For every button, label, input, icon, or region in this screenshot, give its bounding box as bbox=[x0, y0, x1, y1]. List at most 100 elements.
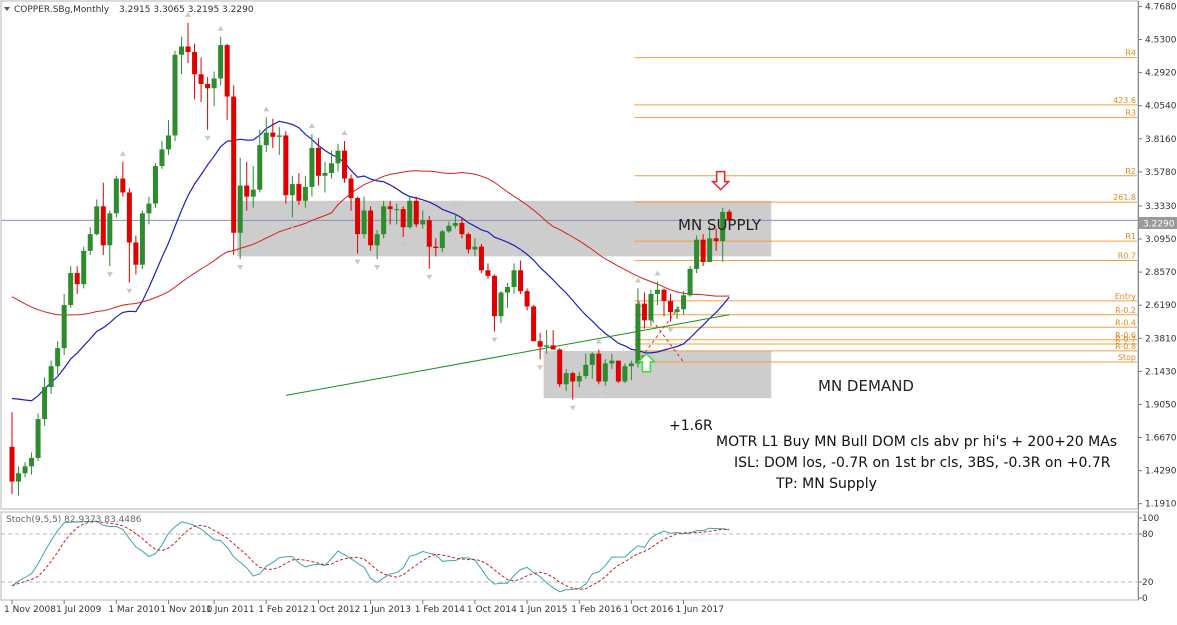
candle-body bbox=[570, 373, 576, 382]
price-tick-label: 2.6190 bbox=[1145, 301, 1177, 311]
fractal-down-icon bbox=[204, 135, 211, 141]
price-tick-label: 1.1910 bbox=[1145, 500, 1177, 510]
candle-body bbox=[205, 84, 211, 89]
candle-body bbox=[165, 135, 171, 150]
level-label: R-0.8 bbox=[1115, 342, 1136, 351]
candle-body bbox=[283, 135, 289, 196]
candle-body bbox=[355, 198, 361, 235]
candle-body bbox=[498, 292, 504, 317]
fractal-down-icon bbox=[537, 365, 544, 371]
level-label: R-0.7 bbox=[1115, 335, 1136, 344]
fractal-up-icon bbox=[452, 202, 459, 208]
candle-body bbox=[387, 206, 393, 210]
stoch-main-line bbox=[11, 520, 730, 593]
fractal-down-icon bbox=[426, 274, 433, 280]
level-label: 423.6 bbox=[1113, 96, 1136, 105]
candle-body bbox=[9, 446, 15, 482]
candle-body bbox=[244, 185, 250, 197]
candle-body bbox=[250, 189, 256, 197]
trade-note-line-3: TP: MN Supply bbox=[775, 476, 877, 492]
demand-zone-label: MN DEMAND bbox=[818, 377, 914, 395]
candle-body bbox=[622, 366, 628, 382]
entry-up-arrow-icon bbox=[636, 352, 657, 373]
candle-body bbox=[120, 178, 126, 193]
candle-body bbox=[544, 345, 550, 347]
stoch-signal-line bbox=[11, 521, 730, 590]
axes: 4.7680 4.5300 4.2920 4.0540 3.8160 3.5780 3.33… bbox=[4, 2, 1177, 615]
candle-body bbox=[433, 246, 439, 249]
candle-body bbox=[146, 203, 152, 214]
candle-body bbox=[211, 78, 217, 89]
candle-body bbox=[531, 306, 537, 342]
price-tick-label: 3.5780 bbox=[1145, 168, 1177, 178]
time-tick-label: 1 Feb 2014 bbox=[415, 605, 466, 615]
candle-body bbox=[133, 242, 139, 265]
fractal-up-icon bbox=[341, 130, 348, 136]
candle-body bbox=[465, 234, 471, 250]
level-label: R-0.4 bbox=[1115, 318, 1136, 327]
candle-body bbox=[198, 74, 204, 85]
candle-body bbox=[511, 270, 517, 287]
fractal-up-icon bbox=[263, 106, 270, 112]
fractal-up-icon bbox=[308, 123, 315, 129]
candle-body bbox=[48, 366, 54, 388]
candle-body bbox=[537, 341, 543, 347]
candle-body bbox=[524, 291, 530, 307]
stoch-title: Stoch(9,5,5) 82.9373 83.4486 bbox=[6, 515, 142, 525]
dropdown-triangle-icon[interactable] bbox=[4, 7, 10, 11]
stoch-tick-label: 20 bbox=[1142, 578, 1154, 588]
candle-body bbox=[459, 223, 465, 235]
time-tick-label: 1 Jun 2017 bbox=[676, 605, 724, 615]
candle-body bbox=[126, 192, 132, 243]
time-tick-label: 1 Jun 2015 bbox=[519, 605, 567, 615]
price-tick-label: 2.1430 bbox=[1145, 367, 1177, 377]
candle-body bbox=[694, 239, 700, 269]
candle-body bbox=[87, 234, 93, 251]
fractal-down-icon bbox=[354, 259, 361, 265]
current-price-tag: 3.2290 bbox=[1143, 220, 1175, 230]
candle-body bbox=[707, 238, 713, 262]
candle-body bbox=[478, 246, 484, 271]
candle-body bbox=[22, 466, 28, 474]
fractal-up-icon bbox=[217, 25, 224, 31]
fractal-down-icon bbox=[400, 242, 407, 248]
price-tick-label: 4.7680 bbox=[1145, 2, 1177, 12]
candle-body bbox=[113, 178, 119, 214]
current-price-tag-box bbox=[1139, 217, 1177, 229]
fractal-down-icon bbox=[374, 265, 381, 271]
zone-rect bbox=[237, 200, 772, 257]
price-tick-label: 3.3330 bbox=[1145, 202, 1177, 212]
level-label: R1 bbox=[1125, 232, 1136, 241]
projection-line bbox=[637, 300, 684, 363]
zone-rect bbox=[543, 350, 772, 399]
zones-layer bbox=[1, 200, 1138, 399]
candles bbox=[9, 22, 732, 496]
candle-body bbox=[726, 211, 732, 221]
target-down-arrow-icon bbox=[710, 170, 731, 191]
candle-body bbox=[179, 46, 185, 55]
candle-body bbox=[192, 52, 198, 75]
candle-body bbox=[237, 185, 243, 233]
level-label: Stop bbox=[1118, 353, 1136, 362]
candle-body bbox=[439, 231, 445, 249]
candle-body bbox=[550, 345, 556, 350]
candle-body bbox=[74, 273, 80, 285]
candle-body bbox=[257, 145, 263, 190]
candle-body bbox=[172, 54, 178, 136]
candle-body bbox=[309, 147, 315, 187]
fractal-down-icon bbox=[237, 265, 244, 271]
candle-body bbox=[55, 348, 61, 367]
price-tick-label: 3.0950 bbox=[1145, 235, 1177, 245]
candle-body bbox=[289, 184, 295, 196]
candle-body bbox=[328, 163, 334, 173]
candle-body bbox=[596, 353, 602, 382]
trade-note-line-1: MOTR L1 Buy MN Bull DOM cls abv pr hi's … bbox=[716, 434, 1117, 450]
fractal-down-icon bbox=[667, 327, 674, 333]
candle-body bbox=[152, 166, 158, 204]
candle-body bbox=[400, 209, 406, 228]
candle-body bbox=[185, 46, 191, 53]
candle-body bbox=[159, 149, 165, 167]
candle-body bbox=[609, 360, 615, 364]
price-tick-label: 2.8570 bbox=[1145, 268, 1177, 278]
candle-body bbox=[563, 373, 569, 385]
